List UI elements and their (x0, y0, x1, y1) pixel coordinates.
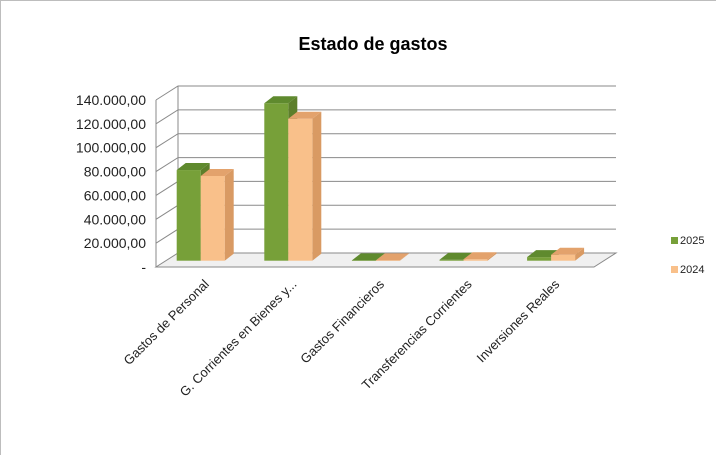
y-tick-label: 120.000,00 (76, 116, 146, 132)
bar-2024-0 (200, 169, 234, 261)
bar-front (463, 259, 488, 261)
bar-top (288, 111, 322, 119)
bar-front (527, 257, 552, 261)
bar-top (200, 169, 234, 177)
bar-top (264, 96, 298, 104)
bar-front (200, 176, 225, 261)
bar-side (399, 253, 409, 261)
gridline (155, 85, 616, 101)
x-tick-label: Gastos de Personal (121, 276, 212, 367)
gridline (155, 109, 616, 125)
bar-front (264, 103, 289, 261)
bar-2024-3 (463, 252, 497, 261)
y-tick-label: 80.000,00 (84, 164, 146, 180)
legend: 2025 2024 (671, 235, 704, 276)
bar-front (375, 260, 400, 261)
bar-front (439, 259, 464, 261)
bar-side (224, 169, 234, 261)
y-tick-label: 20.000,00 (84, 235, 146, 251)
bar-front (351, 260, 376, 261)
bar-top (551, 247, 585, 255)
bar-side (575, 247, 585, 261)
legend-swatch (671, 266, 678, 273)
x-tick-label: Inversiones Reales (474, 276, 563, 365)
bar-top (351, 253, 385, 261)
bar-front (176, 170, 201, 261)
y-tick-label: 140.000,00 (76, 92, 146, 108)
bar-2024-4 (551, 247, 585, 261)
gridline (155, 133, 616, 149)
bar-top (176, 163, 210, 171)
y-tick-label: - (141, 259, 146, 275)
legend-label: 2024 (680, 264, 704, 276)
bar-2024-2 (375, 253, 409, 261)
bar-top (463, 252, 497, 260)
bar-top (375, 253, 409, 261)
x-tick-label: Gastos Financieros (297, 276, 387, 366)
bars (176, 96, 585, 261)
bar-top (439, 252, 473, 260)
bar-front (551, 254, 576, 261)
legend-swatch (671, 237, 678, 244)
bar-side (487, 252, 497, 261)
y-tick-label: 60.000,00 (84, 187, 146, 203)
bar-front (288, 118, 313, 261)
y-tick-label: 40.000,00 (84, 211, 146, 227)
y-axis-ticks: - 20.000,00 40.000,00 60.000,00 80.000,00 100… (76, 92, 146, 275)
gridline (155, 157, 616, 172)
bar-side (312, 111, 322, 261)
y-tick-label: 100.000,00 (76, 140, 146, 156)
legend-label: 2025 (680, 235, 704, 247)
bar-2024-1 (288, 111, 322, 261)
chart-title: Estado de gastos (298, 34, 447, 54)
